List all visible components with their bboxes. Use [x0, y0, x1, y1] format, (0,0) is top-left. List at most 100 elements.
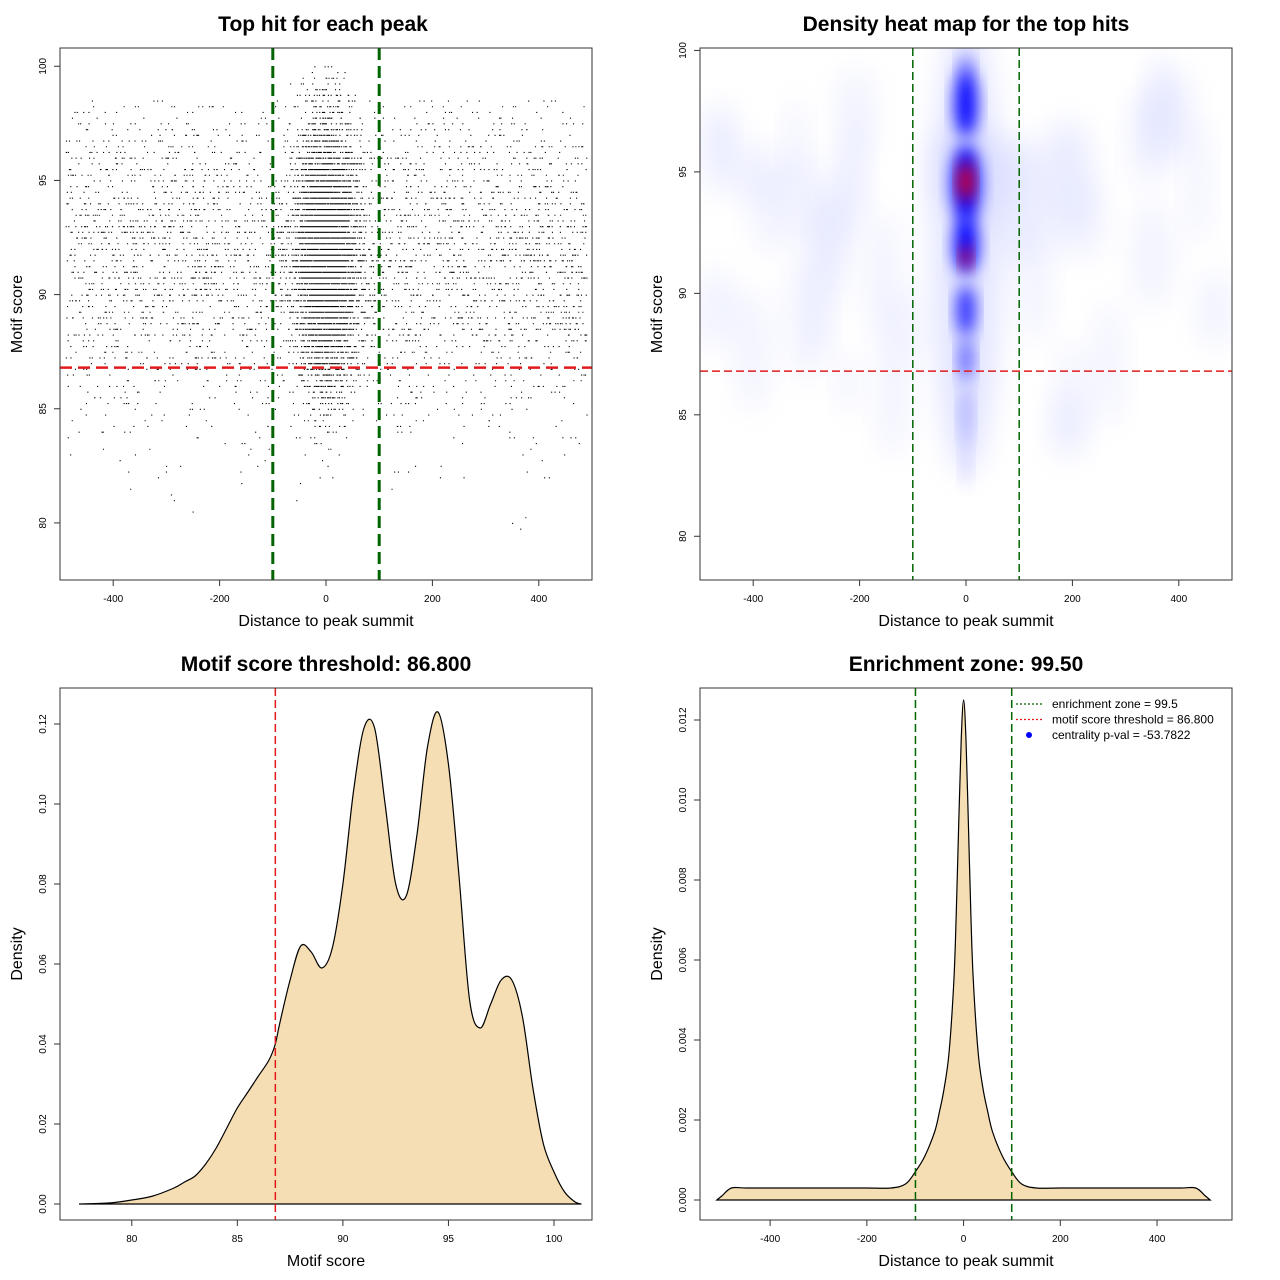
scatter-y-tick-label: 95	[38, 174, 49, 186]
distance-density-y-tick-label: 0.006	[678, 947, 689, 972]
heatmap-background-density	[1093, 301, 1124, 428]
heatmap-density	[700, 48, 1232, 580]
distance-density-y-tick-label: 0.010	[678, 787, 689, 812]
heatmap-background-density	[751, 166, 792, 255]
heatmap-density-blob	[959, 53, 973, 82]
heatmap-density-blob	[959, 336, 973, 381]
distance-density-area	[715, 699, 1212, 1201]
distance-density-plot-frame	[699, 687, 1233, 1221]
heatmap-background-density	[1004, 138, 1049, 257]
distance-density-x-tick-label: 0	[961, 1234, 967, 1245]
heatmap-density-blob	[954, 214, 978, 275]
score-density-x-tick-label: 100	[546, 1234, 563, 1245]
distance-density-x-tick-label: -200	[857, 1234, 877, 1245]
scatter-y-tick-label: 80	[38, 517, 49, 529]
scatter-panel: Top hit for each peak -400 -200 0 200 400 80 8…	[9, 13, 593, 630]
score-density-y-tick-label: 0.00	[38, 1194, 49, 1214]
heatmap-x-tick-label: 400	[1170, 594, 1187, 605]
scatter-x-tick-label: 200	[424, 594, 441, 605]
heatmap-background-density	[1047, 389, 1084, 460]
scatter-points	[65, 66, 588, 530]
heatmap-y-tick-label: 80	[678, 530, 689, 542]
distance-density-y-tick-label: 0.012	[678, 707, 689, 732]
distance-density-y-tick-label: 0.002	[678, 1107, 689, 1132]
legend-entry-label: motif score threshold = 86.800	[1052, 713, 1214, 727]
score-density-title: Motif score threshold: 86.800	[181, 653, 472, 676]
scatter-x-tick-label: -400	[103, 594, 123, 605]
scatter-title: Top hit for each peak	[218, 13, 428, 36]
scatter-plot-frame	[59, 47, 593, 581]
heatmap-background-density	[700, 270, 741, 349]
scatter-y-tick-label: 100	[38, 57, 49, 74]
scatter-x-tick-label: 0	[323, 594, 329, 605]
heatmap-background-density	[1037, 120, 1084, 259]
score-density-y-tick-label: 0.10	[38, 794, 49, 814]
heatmap-background-density	[785, 149, 819, 248]
distance-density-x-tick-label: 400	[1149, 1234, 1166, 1245]
heatmap-background-density	[876, 335, 909, 457]
heatmap-y-tick-label: 90	[678, 287, 689, 299]
heatmap-background-density	[837, 352, 860, 413]
heatmap-background-density	[736, 291, 770, 413]
heatmap-density-blob	[961, 438, 971, 489]
heatmap-background-density	[1185, 115, 1210, 247]
distance-density-x-tick-label: 200	[1052, 1234, 1069, 1245]
score-density-area	[78, 711, 582, 1205]
scatter-x-tick-label: -200	[210, 594, 230, 605]
score-density-y-label: Density	[9, 927, 26, 980]
heatmap-background-density	[1131, 200, 1173, 309]
heatmap-background-density	[1150, 63, 1193, 168]
distance-density-x-tick-label: -400	[760, 1234, 780, 1245]
score-density-y-tick-label: 0.08	[38, 874, 49, 894]
heatmap-density-blob	[961, 245, 971, 268]
heatmap-density-blob	[957, 284, 975, 337]
heatmap-panel: Density heat map for the top hits -400 -2…	[649, 13, 1233, 630]
scatter-x-label: Distance to peak summit	[238, 613, 414, 630]
heatmap-x-tick-label: -200	[850, 594, 870, 605]
heatmap-x-tick-label: 200	[1064, 594, 1081, 605]
heatmap-background-density	[843, 117, 868, 224]
distance-density-y-tick-label: 0.004	[678, 1027, 689, 1052]
legend-marker	[1026, 732, 1032, 738]
score-density-y-tick-label: 0.02	[38, 1114, 49, 1134]
distance-density-y-tick-label: 0.000	[678, 1187, 689, 1212]
score-density-x-tick-label: 95	[443, 1234, 455, 1245]
distance-density-y-tick-label: 0.008	[678, 867, 689, 892]
scatter-y-label: Motif score	[9, 275, 26, 353]
distance-density-y-label: Density	[649, 927, 666, 980]
heatmap-background-density	[703, 104, 741, 200]
heatmap-background-density	[1127, 95, 1156, 189]
score-density-x-tick-label: 80	[126, 1234, 138, 1245]
heatmap-y-tick-label: 100	[678, 42, 689, 59]
distance-density-x-label: Distance to peak summit	[878, 1253, 1054, 1270]
legend-entry-label: enrichment zone = 99.5	[1052, 697, 1178, 711]
heatmap-background-density	[785, 253, 828, 381]
score-density-x-label: Motif score	[287, 1253, 365, 1270]
score-density-plot-frame	[59, 687, 593, 1221]
heatmap-background-density	[835, 67, 876, 163]
scatter-y-tick-label: 85	[38, 403, 49, 415]
score-density-y-tick-label: 0.12	[38, 714, 49, 734]
legend-entry-label: centrality p-val = -53.7822	[1052, 728, 1191, 742]
heatmap-y-label: Motif score	[649, 275, 666, 353]
heatmap-title: Density heat map for the top hits	[803, 13, 1130, 36]
score-density-x-tick-label: 85	[232, 1234, 244, 1245]
distance-density-panel: Enrichment zone: 99.50 -400 -200 0 200 400 0.…	[649, 653, 1233, 1270]
heatmap-x-label: Distance to peak summit	[878, 613, 1054, 630]
heatmap-density-blob	[959, 161, 973, 202]
heatmap-background-density	[865, 211, 901, 346]
distance-density-title: Enrichment zone: 99.50	[849, 653, 1084, 676]
heatmap-y-tick-label: 95	[678, 166, 689, 178]
scatter-point-cloud	[65, 66, 588, 530]
score-density-panel: Motif score threshold: 86.800 80 85 90 95 10…	[9, 653, 593, 1270]
heatmap-y-tick-label: 85	[678, 409, 689, 421]
score-density-x-tick-label: 90	[337, 1234, 349, 1245]
heatmap-x-tick-label: -400	[743, 594, 763, 605]
scatter-x-tick-label: 400	[530, 594, 547, 605]
heatmap-density-blob	[955, 69, 977, 138]
score-density-y-tick-label: 0.04	[38, 1034, 49, 1054]
score-density-y-tick-label: 0.06	[38, 954, 49, 974]
legend: enrichment zone = 99.5 motif score thresh…	[1016, 697, 1214, 742]
heatmap-x-tick-label: 0	[963, 594, 969, 605]
